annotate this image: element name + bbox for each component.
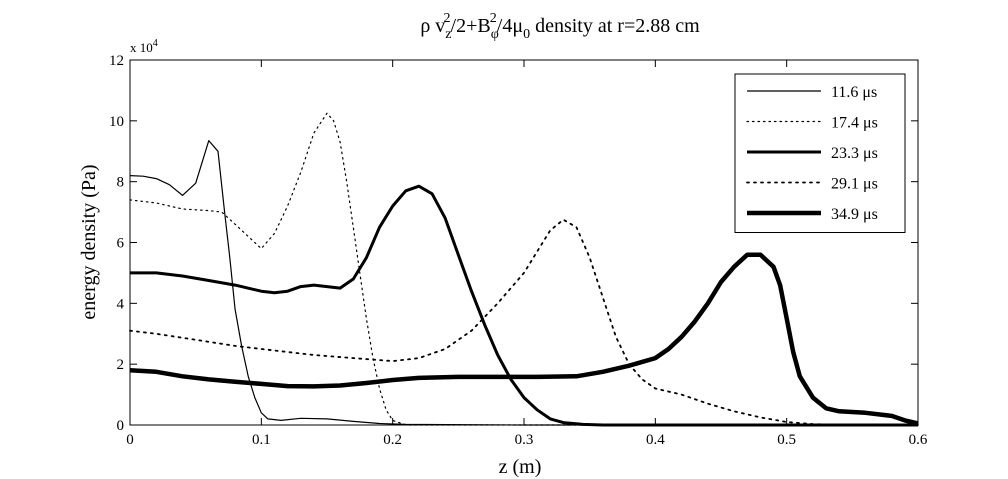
legend-label-5: 34.9 μs: [831, 206, 878, 223]
title-mid: /2+B: [451, 15, 491, 37]
legend-label-2: 17.4 μs: [831, 115, 878, 132]
x-tick-label: 0.5: [777, 432, 796, 448]
x-tick-label: 0: [126, 432, 134, 448]
title-sub-z: z: [445, 27, 451, 42]
title-rho: ρ v: [420, 15, 445, 37]
y-tick-label: 12: [109, 53, 124, 69]
x-tick-label: 0.6: [909, 432, 928, 448]
series-layer: [129, 112, 919, 427]
title-sup-2a: 2: [444, 11, 451, 26]
legend-label-3: 23.3 μs: [831, 145, 878, 162]
multiplier-exp: 4: [153, 38, 158, 49]
title-sub-phi: φ: [491, 27, 499, 42]
legend-label-4: 29.1 μs: [831, 176, 878, 193]
y-tick-label: 6: [117, 236, 125, 252]
series-line-1: [129, 140, 918, 426]
x-tick-label: 0.3: [515, 432, 534, 448]
y-tick-label: 4: [117, 296, 125, 312]
series-line-4: [129, 218, 919, 426]
series-line-2: [129, 112, 919, 426]
chart-title: ρ vz2/2+Bφ2/4μ0 density at r=2.88 cm: [420, 11, 700, 42]
legend: 11.6 μs 17.4 μs 23.3 μs 29.1 μs 34.9 μs: [734, 73, 906, 233]
legend-label-1: 11.6 μs: [831, 84, 877, 101]
title-sub-0: 0: [523, 27, 530, 42]
title-sup-2b: 2: [490, 11, 497, 26]
title-tail: /4μ: [497, 15, 523, 37]
svg-text:ρ vz2/2+Bφ2/4μ0 density at r=2: ρ vz2/2+Bφ2/4μ0 density at r=2.88 cm: [420, 11, 700, 42]
y-tick-label: 2: [117, 357, 125, 373]
y-axis-multiplier: x 104: [130, 38, 158, 55]
title-end: density at r=2.88 cm: [530, 15, 700, 37]
ticks-layer: 0 0.1 0.2 0.3 0.4 0.5 0.6 0 2 4 6 8 10 12: [109, 53, 928, 448]
x-tick-label: 0.1: [252, 432, 271, 448]
x-tick-label: 0.4: [646, 432, 665, 448]
series-line-3: [130, 184, 918, 427]
series-line-5: [129, 252, 919, 426]
svg-text:x 104: x 104: [130, 38, 158, 55]
y-tick-label: 0: [117, 418, 125, 434]
x-tick-label: 0.2: [383, 432, 402, 448]
multiplier-base: x 10: [130, 40, 153, 55]
x-axis-label: z (m): [499, 456, 542, 478]
y-tick-label: 8: [117, 175, 125, 191]
y-tick-label: 10: [109, 114, 124, 130]
y-axis-label: energy density (Pa): [78, 164, 100, 319]
